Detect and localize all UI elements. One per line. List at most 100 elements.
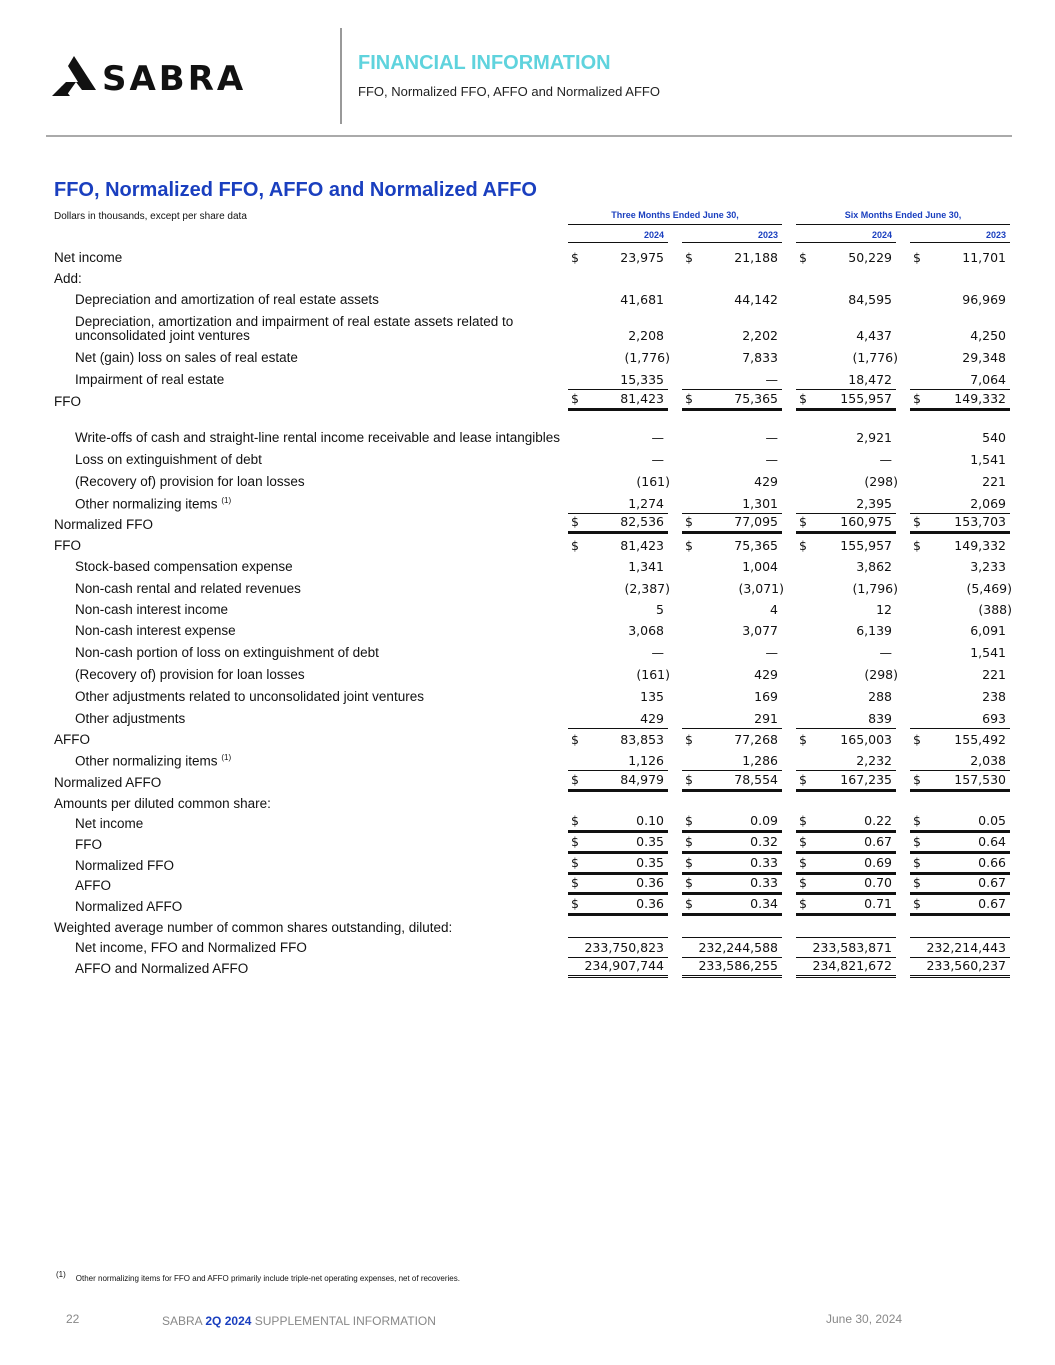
value-cell: 41,681 (568, 288, 668, 309)
row-label: Non-cash rental and related revenues (54, 582, 568, 598)
footer-prefix: SABRA (162, 1314, 203, 1328)
dollar-sign: $ (799, 855, 807, 870)
row-label-text: FFO (54, 394, 81, 409)
table-row: Depreciation and amortization of real es… (54, 288, 1014, 309)
value: 0.69 (864, 855, 892, 870)
row-label-text: Non-cash rental and related revenues (75, 581, 301, 596)
value: 2,038 (970, 753, 1006, 768)
year-header: 2023 (682, 230, 782, 243)
footnote-marker: (1) (56, 1270, 66, 1279)
dollar-sign: $ (571, 772, 579, 787)
row-label: Non-cash interest expense (54, 624, 568, 640)
value-cell: $82,536 (568, 513, 668, 534)
dollar-sign: $ (799, 896, 807, 911)
value-cell: 2,208 (568, 309, 668, 345)
value-cell: $0.33 (682, 854, 782, 875)
value-cell: 839 (796, 706, 896, 728)
value-cell: (1,796) (796, 576, 898, 598)
value-cell: 96,969 (910, 288, 1010, 309)
dollar-sign: $ (685, 538, 693, 553)
table-row: AFFO $83,853 $77,268 $165,003 $155,492 (54, 728, 1014, 749)
value-cell: $75,365 (682, 389, 782, 411)
row-label: Net income (54, 817, 568, 833)
value-cell: (298) (796, 469, 898, 491)
value: — (651, 452, 665, 467)
value: 0.67 (864, 834, 892, 849)
value-cell: $0.05 (910, 813, 1010, 833)
value-cell: (1,776) (568, 345, 670, 367)
value-cell: $81,423 (568, 534, 668, 555)
value: 29,348 (962, 350, 1006, 365)
table-row: FFO $0.35 $0.32 $0.67 $0.64 (54, 833, 1014, 854)
table-row: Add: (54, 267, 1014, 288)
value: 0.36 (636, 875, 664, 890)
row-label: Loss on extinguishment of debt (54, 453, 568, 469)
value-cell: 429 (682, 662, 782, 684)
dollar-sign: $ (913, 855, 921, 870)
value: 23,975 (620, 250, 664, 265)
row-label-text: Amounts per diluted common share: (54, 796, 271, 811)
value: 6,091 (970, 623, 1006, 638)
row-label-text: Impairment of real estate (75, 372, 225, 387)
value: 233,583,871 (812, 940, 892, 955)
dollar-sign: $ (799, 732, 807, 747)
value: 96,969 (962, 292, 1006, 307)
value-cell: 1,004 (682, 555, 782, 576)
table-row: Other adjustments 429 291 839 693 (54, 706, 1014, 728)
dollar-sign: $ (685, 514, 693, 529)
year-header: 2024 (796, 230, 896, 243)
row-label-text: AFFO and Normalized AFFO (75, 961, 249, 976)
value-cell: 1,286 (682, 749, 782, 770)
value-cell: $0.22 (796, 813, 896, 833)
row-label-text: (Recovery of) provision for loan losses (75, 474, 305, 489)
value: 7,064 (970, 372, 1006, 387)
value-cell: 221 (910, 469, 1010, 491)
value: 165,003 (840, 732, 892, 747)
value: 75,365 (734, 538, 778, 553)
value-cell: 2,202 (682, 309, 782, 345)
row-label-text: Normalized FFO (75, 858, 175, 873)
row-label-text: Normalized FFO (54, 517, 154, 532)
table-row: Non-cash interest expense 3,068 3,077 6,139… (54, 619, 1014, 640)
value-cell: 7,833 (682, 345, 782, 367)
row-label-text: Non-cash interest expense (75, 623, 236, 638)
page-title: FFO, Normalized FFO, AFFO and Normalized… (54, 179, 537, 201)
value: (5,469) (966, 581, 1012, 596)
row-label: Amounts per diluted common share: (54, 797, 568, 813)
row-label: Normalized AFFO (54, 900, 568, 916)
value: 11,701 (962, 250, 1006, 265)
value-cell: 1,541 (910, 640, 1010, 662)
table-row: FFO $81,423 $75,365 $155,957 $149,332 (54, 389, 1014, 411)
table-row: AFFO $0.36 $0.33 $0.70 $0.67 (54, 875, 1014, 895)
value-cell: 169 (682, 684, 782, 706)
value-cell: — (796, 640, 896, 662)
value: 135 (640, 689, 664, 704)
value: 155,957 (840, 538, 892, 553)
row-label: AFFO (54, 733, 568, 749)
value-cell: $0.66 (910, 854, 1010, 875)
row-label-text: Net income (54, 250, 123, 265)
row-label: Depreciation and amortization of real es… (54, 293, 568, 309)
value-cell: 6,091 (910, 619, 1010, 640)
units-note: Dollars in thousands, except per share d… (54, 211, 247, 222)
row-label-text: Add: (54, 271, 82, 286)
value: 0.35 (636, 855, 664, 870)
value-cell: 221 (910, 662, 1010, 684)
value: 1,541 (970, 452, 1006, 467)
value-cell: 3,068 (568, 619, 668, 640)
dollar-sign: $ (913, 772, 921, 787)
section-subtitle: FFO, Normalized FFO, AFFO and Normalized… (358, 84, 660, 99)
value-cell: 6,139 (796, 619, 896, 640)
value-cell: $149,332 (910, 389, 1010, 411)
row-label-text: Net (gain) loss on sales of real estate (75, 350, 298, 365)
value: 41,681 (620, 292, 664, 307)
value-cell: 84,595 (796, 288, 896, 309)
group-header-three-months: Three Months Ended June 30, (568, 210, 782, 225)
value: 83,853 (620, 732, 664, 747)
value-cell: 1,301 (682, 491, 782, 513)
value: 429 (754, 667, 778, 682)
value-cell: $155,957 (796, 534, 896, 555)
dollar-sign: $ (685, 896, 693, 911)
sabra-logo: SABRA (52, 56, 243, 99)
row-label: Normalized FFO (54, 518, 568, 534)
